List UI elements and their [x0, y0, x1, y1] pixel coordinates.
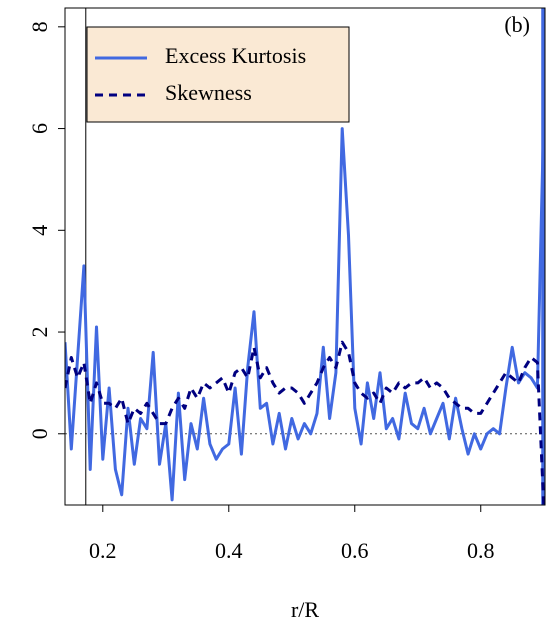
x-tick-label: 0.4: [215, 538, 243, 563]
y-tick-label: 6: [27, 123, 52, 134]
legend-label: Skewness: [165, 80, 252, 105]
y-tick-label: 4: [27, 225, 52, 236]
plot-area: [65, 8, 545, 505]
plot-frame: [64, 7, 546, 506]
legend-box: [86, 26, 350, 123]
series-line: [65, 118, 545, 502]
panel-label: (b): [504, 12, 530, 37]
legend: Excess Kurtosis Skewness: [86, 26, 350, 123]
x-tick-label: 0.8: [467, 538, 495, 563]
x-tick-label: 0.2: [89, 538, 117, 563]
y-tick-label: 0: [27, 428, 52, 439]
y-tick-label: 8: [27, 21, 52, 32]
y-tick-label: 2: [27, 327, 52, 338]
series-line: [65, 340, 545, 505]
x-axis-label: r/R: [291, 597, 319, 622]
x-tick-label: 0.6: [341, 538, 369, 563]
legend-label: Excess Kurtosis: [165, 43, 306, 68]
